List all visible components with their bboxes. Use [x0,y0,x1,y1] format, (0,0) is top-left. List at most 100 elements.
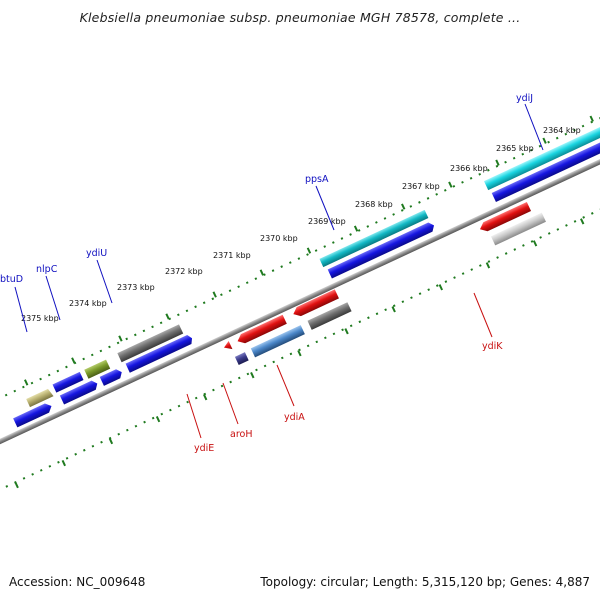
scale-dot [237,285,240,289]
scale-dot [143,420,146,424]
feature-blue-nlpC[interactable] [99,368,124,386]
scale-dot [246,372,250,376]
leader-line [473,292,493,338]
scale-tick [495,159,500,166]
leader-line [524,103,544,151]
kbp-label: 2370 kbp [260,234,298,243]
feature-cyan-ydiJ[interactable] [483,124,600,191]
scale-dot [91,444,95,448]
reverse-strand-row-2 [234,212,546,365]
scale-dot [539,236,542,239]
scale-dot [358,320,362,324]
gene-label-ydiA[interactable]: ydiA [284,412,305,423]
leader-line [315,185,335,231]
feature-steelblue-aroH[interactable] [250,325,305,358]
gene-label-ydiU[interactable]: ydiU [86,248,107,259]
feature-teal-ppsA[interactable] [319,209,429,268]
kbp-label: 2367 kbp [402,182,440,191]
scale-dot [108,345,111,349]
scale-tick [71,357,76,364]
feature-gray-ydiA[interactable] [307,302,352,330]
feature-red-ydiE-small[interactable] [222,340,233,352]
scale-dot [522,244,525,247]
gene-label-ydiJ[interactable]: ydiJ [516,93,533,104]
scale-tick [250,372,255,379]
scale-tick [61,459,66,467]
scale-dot [401,300,405,304]
leader-line [186,393,202,439]
scale-dot [573,220,577,223]
feature-tan[interactable] [26,388,54,408]
scale-dot [82,448,86,452]
feature-blue-btuD[interactable] [13,401,53,428]
scale-dot [556,228,560,231]
kbp-label: 2365 kbp [496,144,534,153]
scale-dot [289,352,293,356]
scale-dot [39,377,42,381]
scale-dot [194,305,197,309]
scale-dot [159,321,163,325]
scale-dot [263,364,267,368]
gene-label-ydiE[interactable]: ydiE [194,443,214,454]
scale-dot [117,432,121,436]
feature-blue-ppsA[interactable] [327,221,436,279]
scale-dot [427,288,431,291]
gene-label-ppsA[interactable]: ppsA [305,174,329,185]
scale-dot [383,217,387,220]
scale-tick [401,203,406,210]
gene-label-btuD[interactable]: btuD [0,274,23,285]
scale-dot [461,272,465,275]
scale-dot [357,229,361,232]
scale-tick [438,284,443,291]
gene-label-aroH[interactable]: aroH [230,429,252,440]
scale-dot [384,308,387,312]
scale-tick [589,115,594,122]
kbp-label: 2375 kbp [21,314,59,323]
scale-tick [391,306,396,313]
leader-line [96,259,113,304]
feature-red-aroH[interactable] [235,314,287,346]
top-gene-labels: ydiJ ppsA ydiU nlpC btuD [0,93,544,333]
scale-dot [418,201,421,204]
scale-dot [151,416,155,420]
gene-label-nlpC[interactable]: nlpC [36,264,58,275]
scale-dot [133,333,137,337]
scale-tick [353,225,359,232]
scale-dot [185,309,189,313]
leader-line [276,364,295,407]
scale-dot [470,268,474,271]
scale-dot [530,148,533,152]
bottom-gene-labels: ydiK ydiA aroH ydiE [186,292,503,454]
feature-blue-2[interactable] [59,379,100,405]
feature-red-ydiA[interactable] [291,289,339,318]
feature-blue-1[interactable] [52,371,84,393]
feature-blue-3[interactable] [125,334,195,373]
scale-dot [245,281,249,285]
scale-dot [186,400,189,404]
scale-dot [392,213,395,216]
scale-dot [142,329,146,333]
feature-gray-ydiU[interactable] [117,324,184,363]
scale-tick [14,481,19,489]
leader-line [222,382,239,425]
scale-dot [443,189,447,192]
feature-navy-ydiE[interactable] [234,352,249,365]
feature-blue-ydiJ[interactable] [491,137,600,203]
scale-dot [48,464,52,468]
scale-dot [47,373,51,377]
gene-label-ydiK[interactable]: ydiK [482,341,503,352]
kbp-label: 2364 kbp [543,126,581,135]
scale-dot [565,224,568,227]
feature-olive[interactable] [84,359,111,379]
scale-tick [203,394,208,401]
scale-dot [410,296,413,300]
scale-dot [418,292,422,295]
scale-dot [444,280,448,283]
feature-lightgray-ydiK[interactable] [490,212,546,246]
scale-dot [100,440,103,444]
scale-dot [126,428,129,432]
feature-red-ydiK[interactable] [478,201,532,234]
scale-dot [254,277,258,280]
forward-strand-row-1 [13,137,600,428]
scale-dot [375,221,378,224]
